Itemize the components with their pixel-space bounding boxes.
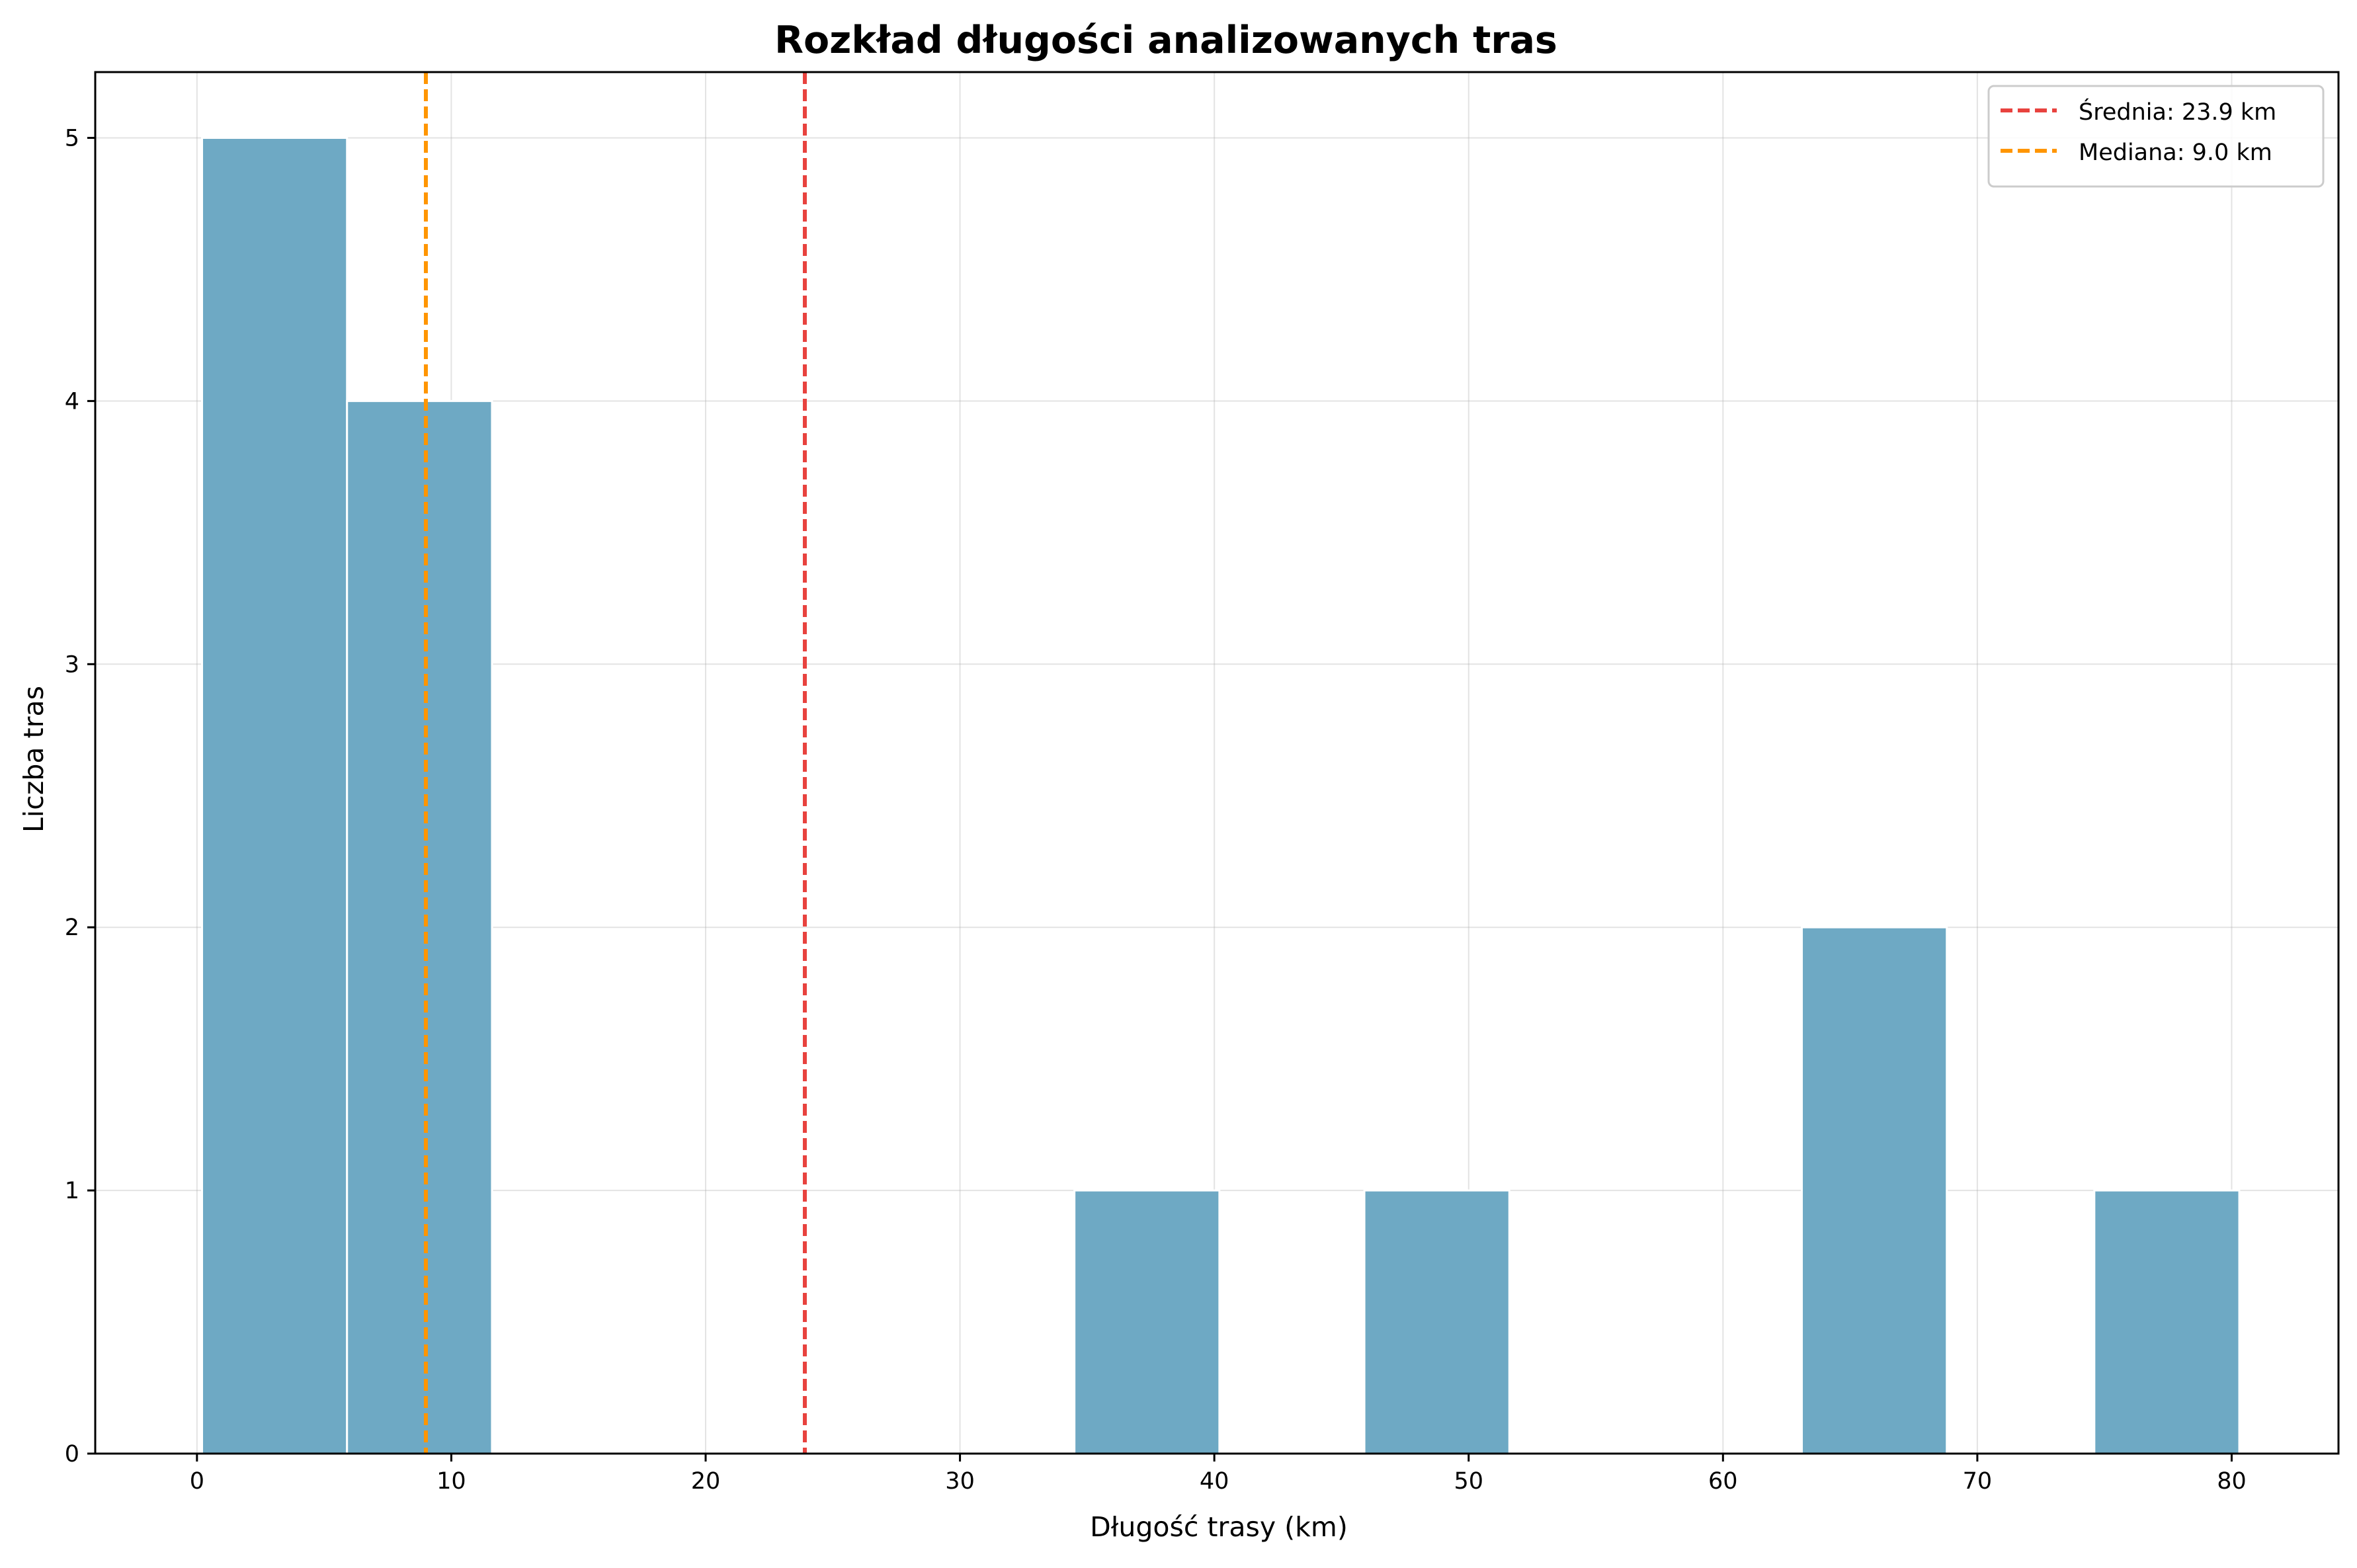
x-tick-label: 70 xyxy=(1963,1468,1993,1495)
x-tick-label: 20 xyxy=(691,1468,721,1495)
y-tick-label: 4 xyxy=(65,388,79,415)
y-tick-label: 3 xyxy=(65,651,79,678)
plot-frame xyxy=(94,71,2340,1455)
histogram-bar xyxy=(1363,1189,1510,1455)
x-tick-label: 30 xyxy=(945,1468,975,1495)
histogram-bar xyxy=(1801,926,1948,1455)
axes xyxy=(87,71,2340,1462)
legend: Średnia: 23.9 km Mediana: 9.0 km xyxy=(1987,85,2325,188)
histogram-bar xyxy=(2093,1189,2241,1455)
x-tick-label: 40 xyxy=(1200,1468,1229,1495)
legend-box xyxy=(1987,85,2325,188)
legend-mean-label: Średnia: 23.9 km xyxy=(2079,98,2276,126)
histogram-bars xyxy=(201,136,2241,1455)
x-tick-label: 80 xyxy=(2217,1468,2247,1495)
chart-title: Rozkład długości analizowanych tras xyxy=(774,19,1557,62)
histogram-bar xyxy=(1073,1189,1221,1455)
legend-median-label: Mediana: 9.0 km xyxy=(2079,140,2272,166)
x-tick-label: 0 xyxy=(190,1468,204,1495)
x-tick-label: 10 xyxy=(436,1468,466,1495)
x-tick-label: 50 xyxy=(1454,1468,1483,1495)
histogram-bar xyxy=(346,399,493,1455)
y-axis-label: Liczba tras xyxy=(18,686,50,833)
y-tick-label: 5 xyxy=(65,125,79,151)
histogram-bar xyxy=(201,136,349,1455)
x-axis-label: Długość trasy (km) xyxy=(1090,1511,1348,1543)
y-tick-label: 0 xyxy=(65,1441,79,1467)
y-tick-label: 2 xyxy=(65,915,79,941)
y-tick-label: 1 xyxy=(65,1178,79,1204)
reference-lines xyxy=(423,72,807,1454)
tick-labels: 0 10 20 30 40 50 60 70 80 0 1 2 3 4 5 xyxy=(65,125,2247,1495)
x-tick-label: 60 xyxy=(1708,1468,1738,1495)
